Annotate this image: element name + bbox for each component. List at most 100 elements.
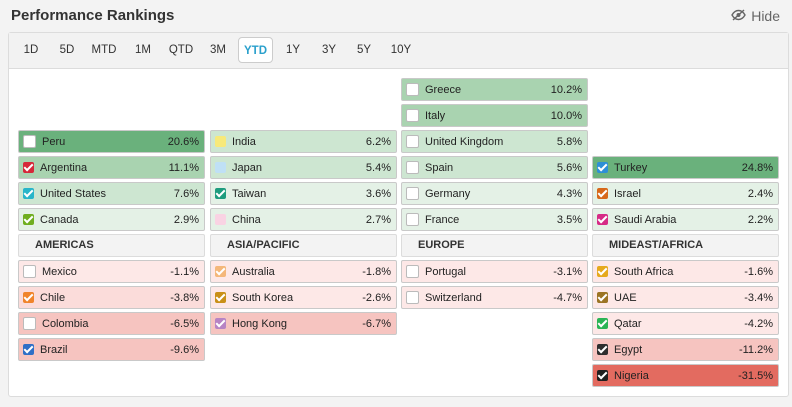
series-checkbox[interactable] xyxy=(597,162,608,173)
country-card-united-states[interactable]: United States 7.6% xyxy=(18,182,205,205)
country-card-brazil[interactable]: Brazil -9.6% xyxy=(18,338,205,361)
tab-5y[interactable]: 5Y xyxy=(356,44,372,56)
tab-1d[interactable]: 1D xyxy=(23,44,39,56)
series-checkbox[interactable] xyxy=(597,318,608,329)
country-card-india[interactable]: India 6.2% xyxy=(210,130,397,153)
country-card-peru[interactable]: Peru 20.6% xyxy=(18,130,205,153)
country-return: 10.2% xyxy=(550,83,582,96)
country-return: -3.8% xyxy=(170,291,199,304)
country-return: -11.2% xyxy=(738,343,773,356)
series-checkbox[interactable] xyxy=(215,318,226,329)
series-checkbox[interactable] xyxy=(23,317,36,330)
series-checkbox[interactable] xyxy=(597,292,608,303)
series-checkbox[interactable] xyxy=(23,135,36,148)
series-checkbox[interactable] xyxy=(215,266,226,277)
country-name: Greece xyxy=(425,83,462,96)
rankings-panel: 1D 5D MTD 1M QTD 3M YTD 1Y 3Y 5Y 10Y AME… xyxy=(8,32,789,397)
country-name: South Africa xyxy=(614,265,674,278)
hide-button[interactable]: Hide xyxy=(731,8,780,24)
country-card-south-korea[interactable]: South Korea -2.6% xyxy=(210,286,397,309)
series-checkbox[interactable] xyxy=(597,266,608,277)
country-card-hong-kong[interactable]: Hong Kong -6.7% xyxy=(210,312,397,335)
country-name: France xyxy=(425,213,460,226)
country-card-taiwan[interactable]: Taiwan 3.6% xyxy=(210,182,397,205)
country-name: South Korea xyxy=(232,291,294,304)
country-return: -2.6% xyxy=(362,291,391,304)
tab-1y[interactable]: 1Y xyxy=(285,44,301,56)
series-checkbox[interactable] xyxy=(215,292,226,303)
tab-10y[interactable]: 10Y xyxy=(390,44,412,56)
country-name: Switzerland xyxy=(425,291,482,304)
series-checkbox[interactable] xyxy=(597,214,608,225)
country-card-greece[interactable]: Greece 10.2% xyxy=(401,78,588,101)
series-checkbox[interactable] xyxy=(23,214,34,225)
country-card-south-africa[interactable]: South Africa -1.6% xyxy=(592,260,779,283)
country-return: 5.4% xyxy=(365,161,391,174)
series-checkbox[interactable] xyxy=(215,188,226,199)
country-card-colombia[interactable]: Colombia -6.5% xyxy=(18,312,205,335)
country-card-israel[interactable]: Israel 2.4% xyxy=(592,182,779,205)
country-name: Peru xyxy=(42,135,66,148)
country-card-united-kingdom[interactable]: United Kingdom 5.8% xyxy=(401,130,588,153)
series-checkbox[interactable] xyxy=(215,136,226,147)
country-card-nigeria[interactable]: Nigeria -31.5% xyxy=(592,364,779,387)
country-card-argentina[interactable]: Argentina 11.1% xyxy=(18,156,205,179)
country-card-chile[interactable]: Chile -3.8% xyxy=(18,286,205,309)
country-name: India xyxy=(232,135,256,148)
series-checkbox[interactable] xyxy=(597,344,608,355)
region-header-americas: AMERICAS xyxy=(18,234,205,257)
country-card-uae[interactable]: UAE -3.4% xyxy=(592,286,779,309)
series-checkbox[interactable] xyxy=(597,370,608,381)
series-checkbox[interactable] xyxy=(406,161,419,174)
country-card-china[interactable]: China 2.7% xyxy=(210,208,397,231)
country-return: 5.8% xyxy=(556,135,582,148)
tab-3y[interactable]: 3Y xyxy=(321,44,337,56)
country-return: -9.6% xyxy=(170,343,199,356)
tab-mtd[interactable]: MTD xyxy=(91,44,117,56)
tab-ytd[interactable]: YTD xyxy=(238,37,273,63)
country-card-australia[interactable]: Australia -1.8% xyxy=(210,260,397,283)
tab-3m[interactable]: 3M xyxy=(210,44,226,56)
country-name: Portugal xyxy=(425,265,466,278)
country-card-italy[interactable]: Italy 10.0% xyxy=(401,104,588,127)
series-checkbox[interactable] xyxy=(23,265,36,278)
country-card-qatar[interactable]: Qatar -4.2% xyxy=(592,312,779,335)
series-checkbox[interactable] xyxy=(23,344,34,355)
country-card-turkey[interactable]: Turkey 24.8% xyxy=(592,156,779,179)
series-checkbox[interactable] xyxy=(406,291,419,304)
series-checkbox[interactable] xyxy=(23,292,34,303)
tab-5d[interactable]: 5D xyxy=(59,44,75,56)
country-return: -3.4% xyxy=(744,291,773,304)
country-name: Italy xyxy=(425,109,446,122)
header: Performance Rankings Hide xyxy=(0,0,792,32)
country-card-saudi-arabia[interactable]: Saudi Arabia 2.2% xyxy=(592,208,779,231)
series-checkbox[interactable] xyxy=(406,187,419,200)
country-card-canada[interactable]: Canada 2.9% xyxy=(18,208,205,231)
series-checkbox[interactable] xyxy=(406,83,419,96)
series-checkbox[interactable] xyxy=(406,265,419,278)
series-checkbox[interactable] xyxy=(215,162,226,173)
country-return: 3.5% xyxy=(556,213,582,226)
country-return: -6.5% xyxy=(170,317,199,330)
series-checkbox[interactable] xyxy=(215,214,226,225)
series-checkbox[interactable] xyxy=(406,135,419,148)
series-checkbox[interactable] xyxy=(597,188,608,199)
series-checkbox[interactable] xyxy=(23,188,34,199)
series-checkbox[interactable] xyxy=(406,109,419,122)
country-card-germany[interactable]: Germany 4.3% xyxy=(401,182,588,205)
country-card-portugal[interactable]: Portugal -3.1% xyxy=(401,260,588,283)
country-return: 2.4% xyxy=(747,187,773,200)
country-card-japan[interactable]: Japan 5.4% xyxy=(210,156,397,179)
country-name: Brazil xyxy=(40,343,68,356)
tab-1m[interactable]: 1M xyxy=(135,44,151,56)
tab-qtd[interactable]: QTD xyxy=(168,44,194,56)
country-name: Colombia xyxy=(42,317,89,330)
country-card-egypt[interactable]: Egypt -11.2% xyxy=(592,338,779,361)
country-card-mexico[interactable]: Mexico -1.1% xyxy=(18,260,205,283)
country-return: -31.5% xyxy=(738,369,773,382)
country-card-spain[interactable]: Spain 5.6% xyxy=(401,156,588,179)
series-checkbox[interactable] xyxy=(406,213,419,226)
country-card-france[interactable]: France 3.5% xyxy=(401,208,588,231)
country-card-switzerland[interactable]: Switzerland -4.7% xyxy=(401,286,588,309)
series-checkbox[interactable] xyxy=(23,162,34,173)
